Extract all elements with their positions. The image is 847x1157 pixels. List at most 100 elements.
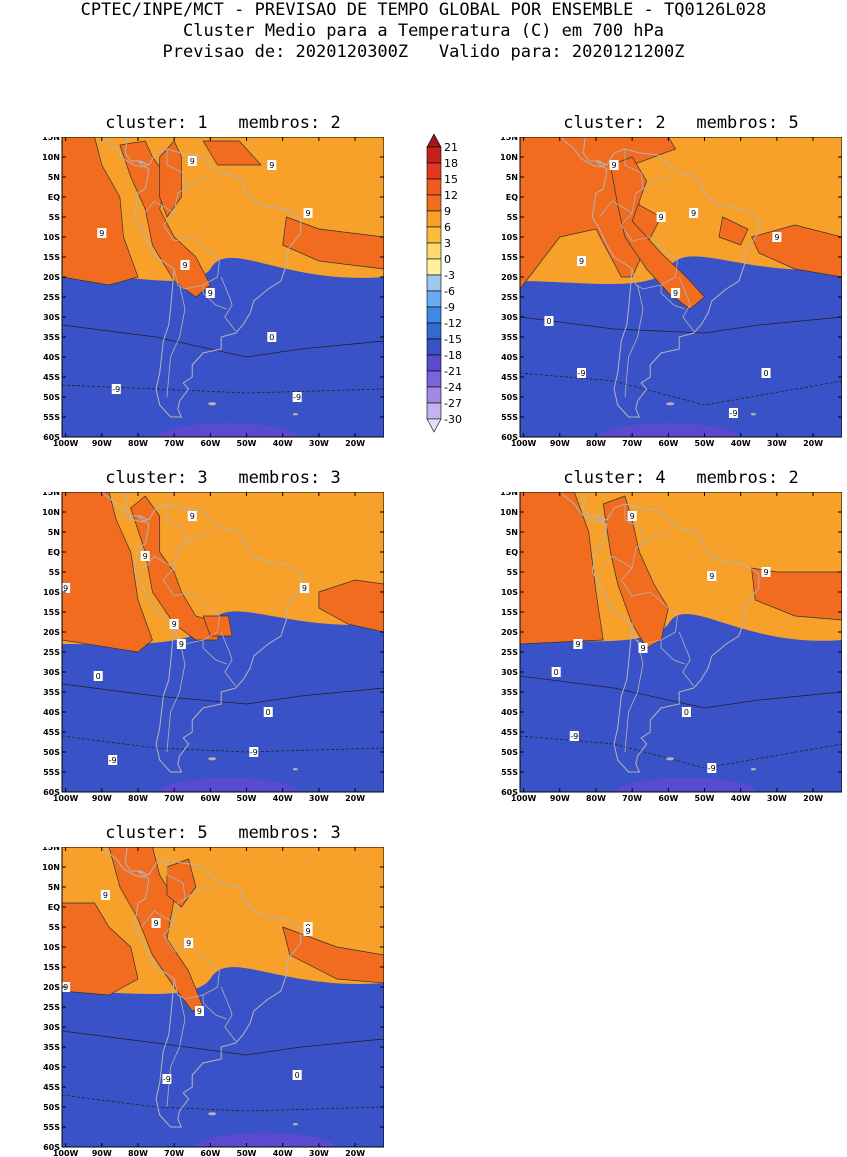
contour-label: 0 — [269, 333, 274, 342]
contour-label: 9 — [103, 891, 108, 900]
lat-tick-label: 55S — [501, 768, 518, 777]
contour-label: 9 — [673, 289, 678, 298]
lat-tick-label: 5S — [507, 568, 519, 577]
contour-label: 0 — [554, 668, 559, 677]
lat-tick-label: 60S — [501, 788, 518, 797]
lat-tick-label: 15S — [43, 253, 60, 262]
lat-tick-label: 50S — [43, 1103, 60, 1112]
colorbar-segment — [426, 194, 442, 212]
colorbar-label: -15 — [444, 333, 462, 346]
lat-tick-label: 25S — [43, 293, 60, 302]
lat-tick-label: 5S — [49, 568, 61, 577]
lat-tick-label: 30S — [501, 668, 518, 677]
lon-tick-label: 100W — [511, 794, 537, 802]
lat-tick-label: 15S — [43, 963, 60, 972]
colorbar-segment — [426, 306, 442, 324]
lon-tick-label: 60W — [658, 794, 678, 802]
contour-label: 9 — [709, 572, 714, 581]
lon-tick-label: 40W — [273, 1149, 293, 1157]
contour-label: 9 — [305, 209, 310, 218]
lat-tick-label: 10N — [500, 153, 518, 162]
colorbar-label: -21 — [444, 365, 462, 378]
lon-tick-label: 50W — [237, 1149, 257, 1157]
lat-tick-label: 5S — [49, 923, 61, 932]
contour-label-bg — [267, 160, 277, 170]
contour-label-bg — [303, 926, 313, 936]
lon-tick-label: 30W — [767, 439, 787, 447]
colorbar-label: -24 — [444, 381, 462, 394]
lat-tick-label: 40S — [43, 1063, 60, 1072]
contour-label: 9 — [630, 512, 635, 521]
contour-label-bg — [569, 731, 579, 741]
lat-tick-label: 25S — [501, 293, 518, 302]
lat-tick-label: 5N — [506, 528, 518, 537]
panel-2-title: cluster: 2 membros: 5 — [563, 113, 799, 133]
lon-tick-label: 30W — [309, 1149, 329, 1157]
colorbar-label: 15 — [444, 173, 458, 186]
contour-label-bg — [638, 643, 648, 653]
lat-tick-label: 5N — [48, 883, 60, 892]
lon-tick-label: 70W — [164, 439, 184, 447]
contour-label-bg — [180, 260, 190, 270]
contour-label-bg — [681, 707, 691, 717]
colorbar-label: -6 — [444, 285, 455, 298]
lat-tick-label: 45S — [43, 1083, 60, 1092]
lat-tick-label: 25S — [43, 648, 60, 657]
contour-label-bg — [93, 671, 103, 681]
colorbar-label: 6 — [444, 221, 451, 234]
lat-tick-label: EQ — [48, 193, 60, 202]
contour-label-bg — [184, 938, 194, 948]
colorbar-segment — [426, 274, 442, 292]
contour-label-bg — [544, 316, 554, 326]
contour-label: 9 — [99, 229, 104, 238]
contour-label-bg — [577, 256, 587, 266]
contour-label: 9 — [302, 584, 307, 593]
lon-tick-label: 90W — [92, 439, 112, 447]
lon-tick-label: 70W — [622, 439, 642, 447]
lat-tick-label: 15N — [42, 492, 60, 497]
lon-tick-label: 80W — [586, 439, 606, 447]
colorbar-segment — [426, 370, 442, 388]
contour-label-bg — [577, 368, 587, 378]
contour-label-bg — [292, 392, 302, 402]
colorbar-segment — [426, 386, 442, 404]
colorbar-segment — [426, 242, 442, 260]
panel-1-title: cluster: 1 membros: 2 — [105, 113, 341, 133]
contour-label: 9 — [190, 157, 195, 166]
lat-tick-label: 40S — [43, 708, 60, 717]
contour-label-bg — [151, 918, 161, 928]
contour-label: -9 — [109, 756, 117, 765]
contour-label: 9 — [154, 919, 159, 928]
contour-label: -9 — [163, 1075, 171, 1084]
contour-label: 9 — [305, 927, 310, 936]
lon-tick-label: 90W — [550, 794, 570, 802]
lon-tick-label: 100W — [53, 1149, 79, 1157]
lat-tick-label: 25S — [501, 648, 518, 657]
contour-label-bg — [140, 551, 150, 561]
contour-label: 9 — [691, 209, 696, 218]
colorbar-segment — [426, 162, 442, 180]
lon-tick-label: 80W — [128, 1149, 148, 1157]
map-panel-1: 9 9 9 9 9 9 0 -9 -9 15N 10N 5N EQ 5S 10S 15S 20S 25S 30S 35… — [28, 137, 384, 447]
lat-tick-label: 15S — [501, 253, 518, 262]
map-svg: 9 9 9 9 9 9 0 0 -9 -9 15N 10N 5N EQ 5S 10S 15S 20S 25S 30S 3… — [42, 492, 384, 802]
lon-tick-label: 90W — [92, 1149, 112, 1157]
colorbar-segment — [426, 338, 442, 356]
lon-tick-label: 20W — [803, 794, 823, 802]
contour-label: -9 — [708, 764, 716, 773]
lat-tick-label: 15S — [43, 608, 60, 617]
colorbar-label: 18 — [444, 157, 458, 170]
panel-5-title: cluster: 5 membros: 3 — [105, 823, 341, 843]
colorbar-segment — [426, 418, 442, 433]
lat-tick-label: 55S — [43, 768, 60, 777]
lat-tick-label: 10S — [501, 588, 518, 597]
contour-label: 9 — [612, 161, 617, 170]
lon-tick-label: 50W — [237, 439, 257, 447]
lat-tick-label: 20S — [43, 273, 60, 282]
lat-tick-label: 50S — [501, 748, 518, 757]
lon-tick-label: 100W — [53, 794, 79, 802]
contour-label: 9 — [172, 620, 177, 629]
colorbar-label: 3 — [444, 237, 451, 250]
lat-tick-label: 15N — [42, 137, 60, 142]
contour-label: 9 — [763, 568, 768, 577]
